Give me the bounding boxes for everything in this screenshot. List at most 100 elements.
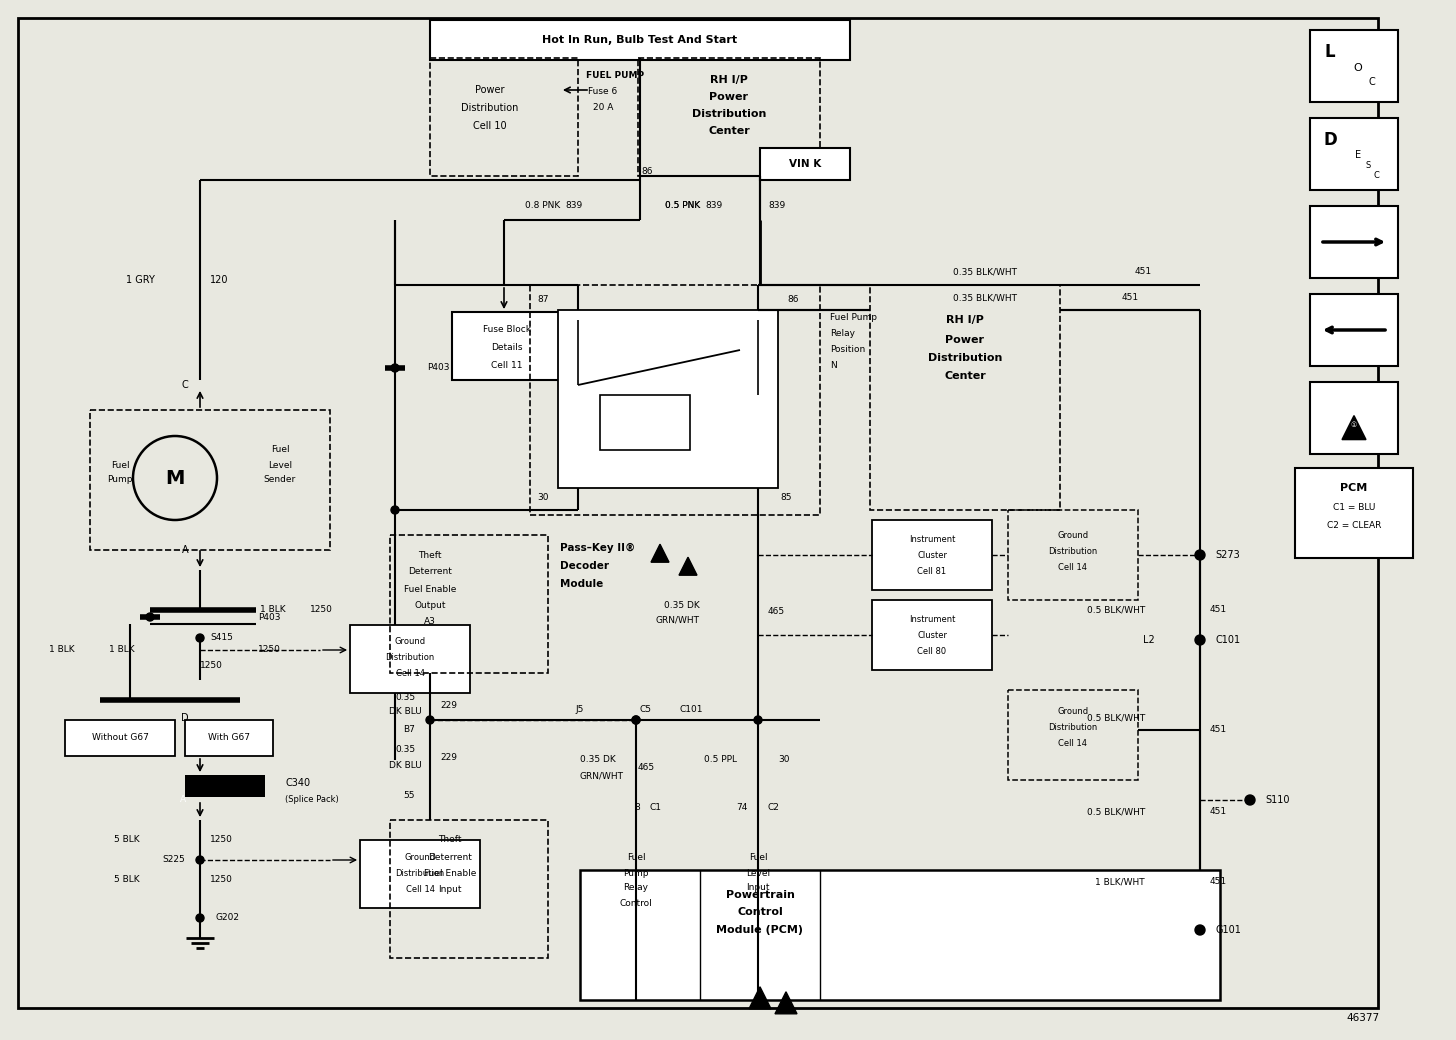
Bar [390,535,547,673]
Circle shape [1195,550,1206,560]
Text: D: D [181,713,189,723]
Text: 839: 839 [565,201,582,209]
Text: ①: ① [1351,422,1357,428]
Text: Module (PCM): Module (PCM) [716,925,804,935]
Text: 451: 451 [1121,293,1139,303]
Text: Deterrent: Deterrent [408,568,451,576]
Text: GRN/WHT: GRN/WHT [579,772,625,780]
Text: M: M [166,468,185,488]
Text: 0.5 PPL: 0.5 PPL [703,755,737,764]
Bar [390,820,547,958]
Text: 451: 451 [1210,878,1227,886]
Bar [1008,510,1139,600]
Text: Distribution: Distribution [462,103,518,113]
Text: Pass–Key II®: Pass–Key II® [561,543,635,553]
Circle shape [754,716,761,724]
Text: Cell 81: Cell 81 [917,568,946,576]
Text: With G67: With G67 [208,733,250,743]
Text: 0.35 DK: 0.35 DK [579,755,616,764]
Text: Fuel Enable: Fuel Enable [403,584,456,594]
Text: 451: 451 [1210,605,1227,615]
Text: C: C [1369,77,1376,87]
Text: Input: Input [438,885,462,894]
Text: S: S [1366,160,1370,170]
Text: 1250: 1250 [258,646,281,654]
Text: Distribution: Distribution [386,653,435,662]
Bar [349,625,470,693]
Polygon shape [678,557,697,575]
Text: C340: C340 [285,778,310,788]
Text: 465: 465 [638,763,655,773]
Text: 451: 451 [1210,807,1227,816]
Text: Pump: Pump [623,868,649,878]
Text: Position: Position [830,345,865,355]
Circle shape [1195,635,1206,645]
Text: Power: Power [709,92,748,102]
Text: S273: S273 [1214,550,1239,560]
Text: Cell 14: Cell 14 [1059,739,1088,749]
Bar [430,58,578,176]
Text: GRN/WHT: GRN/WHT [657,616,700,624]
Text: Fuse Block: Fuse Block [483,326,531,335]
Text: C1: C1 [649,804,662,812]
Bar [1310,382,1398,454]
Circle shape [632,716,641,724]
Text: A3: A3 [424,618,435,626]
Text: 1 BLK/WHT: 1 BLK/WHT [1095,878,1144,886]
Text: Decoder: Decoder [561,561,609,571]
Text: 451: 451 [1136,267,1152,277]
Polygon shape [1342,416,1366,440]
Text: 0.5 BLK/WHT: 0.5 BLK/WHT [1086,713,1144,723]
Text: S110: S110 [1265,795,1290,805]
Text: 229: 229 [440,702,457,710]
Circle shape [392,364,399,372]
Text: 1 BLK: 1 BLK [50,646,76,654]
Text: Distribution: Distribution [1048,724,1098,732]
Text: 0.5 BLK/WHT: 0.5 BLK/WHT [1086,807,1144,816]
Text: Fuel: Fuel [111,461,130,469]
Text: Ground: Ground [1057,530,1089,540]
Text: G202: G202 [215,913,239,922]
Text: 0.35 DK: 0.35 DK [664,600,700,609]
Text: D: D [1324,131,1337,149]
Text: Level: Level [268,461,293,469]
Bar [872,520,992,590]
Text: Cell 14: Cell 14 [406,885,434,894]
Text: S415: S415 [210,633,233,643]
Text: Powertrain: Powertrain [725,890,795,900]
Text: L: L [1325,43,1335,61]
Circle shape [146,613,154,621]
Text: O: O [1354,63,1363,73]
Text: (Splice Pack): (Splice Pack) [285,796,339,805]
Text: Distribution: Distribution [396,869,444,879]
Text: 0.5 BLK/WHT: 0.5 BLK/WHT [1086,605,1144,615]
Circle shape [197,914,204,922]
Text: 5 BLK: 5 BLK [115,876,140,884]
Text: 1250: 1250 [210,876,233,884]
Bar [90,410,331,550]
Text: Fuel: Fuel [626,854,645,862]
Text: Distribution: Distribution [927,353,1002,363]
Text: VIN K: VIN K [789,159,821,168]
Text: Cluster: Cluster [917,631,946,641]
Text: 55: 55 [403,790,415,800]
Text: 46377: 46377 [1347,1013,1380,1023]
Text: Cell 14: Cell 14 [396,669,425,677]
Text: 0.8 PNK: 0.8 PNK [524,201,561,209]
Text: 8: 8 [635,804,641,812]
Bar [1310,206,1398,278]
Text: Ground: Ground [1057,707,1089,717]
Text: 0.35 BLK/WHT: 0.35 BLK/WHT [954,267,1016,277]
Text: E: E [1356,150,1361,160]
Text: P403: P403 [428,364,450,372]
Circle shape [197,634,204,642]
Text: C2 = CLEAR: C2 = CLEAR [1326,521,1382,530]
Text: A: A [182,545,188,555]
Circle shape [427,716,434,724]
Text: 1 BLK: 1 BLK [109,646,135,654]
Text: J5: J5 [575,705,584,714]
Text: Control: Control [620,899,652,908]
Text: Relay: Relay [830,330,855,338]
Text: S225: S225 [162,856,185,864]
Text: Sender: Sender [264,475,296,485]
